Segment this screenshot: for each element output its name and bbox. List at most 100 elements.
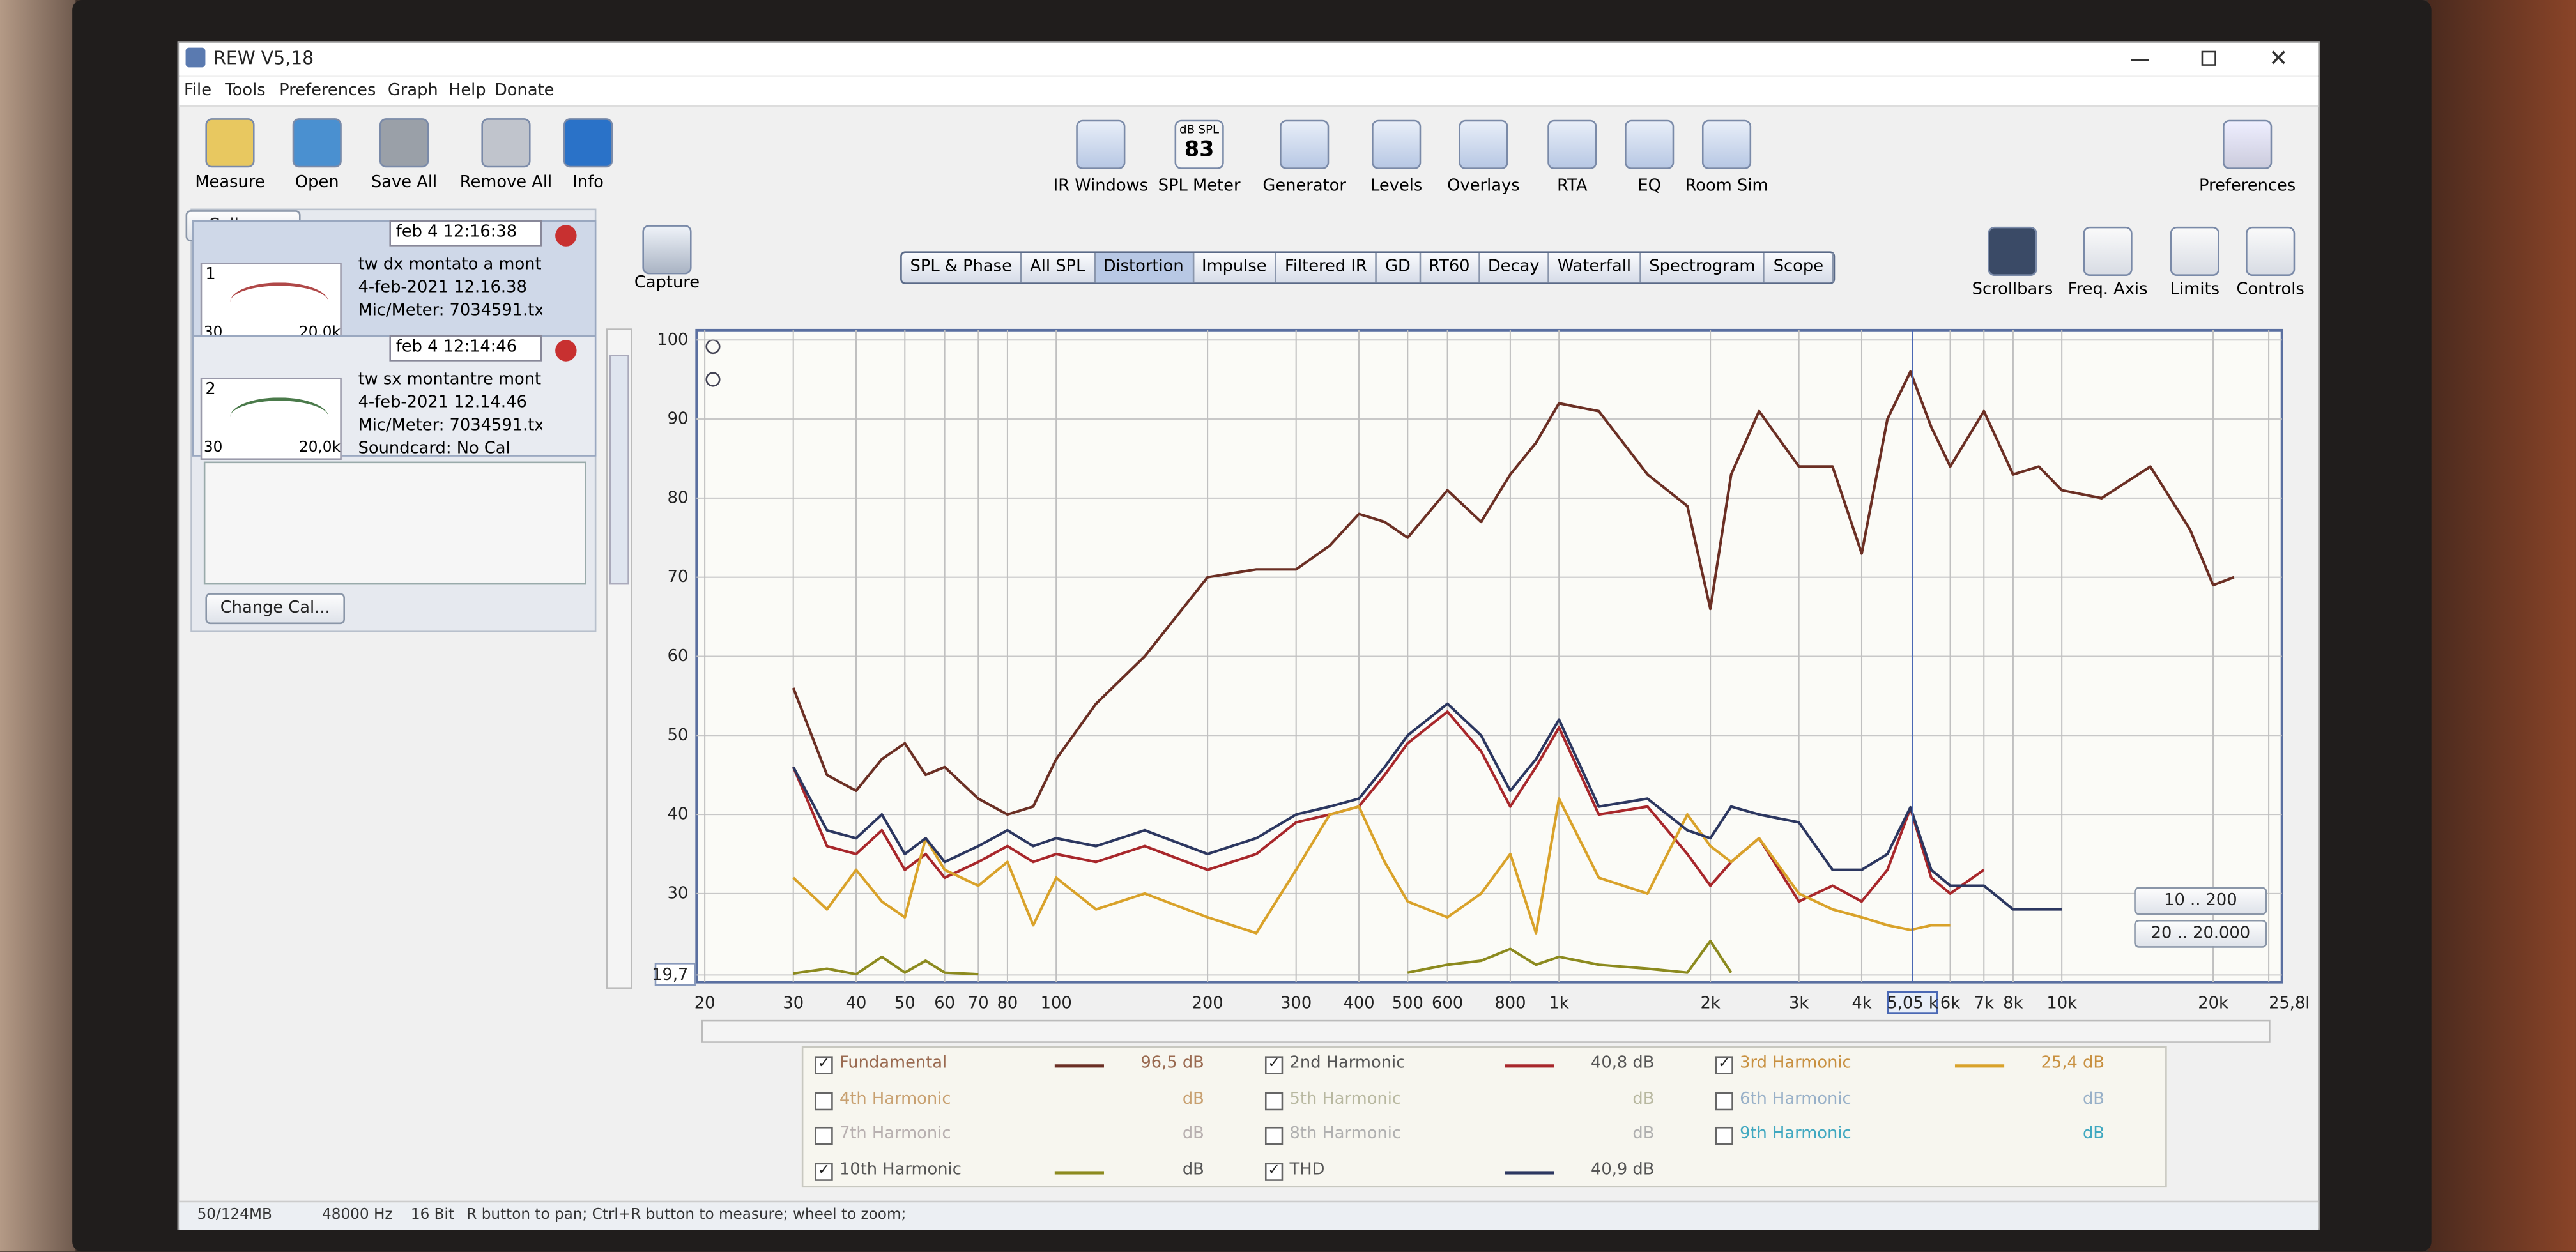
menu-item[interactable]: Tools <box>225 82 266 100</box>
graph-button-icon[interactable] <box>1988 226 2037 276</box>
legend-checkbox[interactable] <box>815 1092 833 1111</box>
legend-label: Fundamental <box>839 1054 947 1073</box>
toolbar-icon[interactable] <box>481 118 531 168</box>
toolbar-label[interactable]: Measure <box>195 174 265 192</box>
graph-button-icon[interactable] <box>2083 226 2133 276</box>
legend-checkbox[interactable] <box>1715 1092 1733 1111</box>
toolbar-label[interactable]: Preferences <box>2199 177 2296 195</box>
tab[interactable]: GD <box>1377 252 1421 283</box>
graph-button-label[interactable]: Controls <box>2236 280 2304 299</box>
menu-item[interactable]: Help <box>448 82 486 100</box>
toolbar-icon[interactable] <box>1547 119 1597 169</box>
x-tick-label: 30 <box>783 994 804 1013</box>
x-tick-label: 7k <box>1974 994 1994 1013</box>
tab[interactable]: Impulse <box>1193 252 1277 283</box>
toolbar-label[interactable]: Remove All <box>459 174 553 192</box>
menu-item[interactable]: Graph <box>387 82 438 100</box>
tab[interactable]: Spectrogram <box>1641 252 1765 283</box>
graph-button-icon[interactable] <box>2246 226 2296 276</box>
menu-item[interactable]: Donate <box>494 82 555 100</box>
cursor-label-box <box>1887 991 1938 1014</box>
toolbar-label[interactable]: Overlays <box>1447 177 1520 195</box>
series-line <box>792 702 2062 911</box>
toolbar-label[interactable]: Info <box>572 174 604 192</box>
toolbar-icon[interactable] <box>563 118 613 168</box>
maximize[interactable] <box>2201 50 2216 66</box>
legend-label: 10th Harmonic <box>839 1161 962 1180</box>
menu-item[interactable]: File <box>183 82 212 100</box>
x-tick-label: 8k <box>2003 994 2023 1013</box>
legend-checkbox[interactable]: ✓ <box>815 1056 833 1074</box>
toolbar-label[interactable]: SPL Meter <box>1158 177 1241 195</box>
toolbar-label[interactable]: Generator <box>1262 177 1346 195</box>
toolbar-icon[interactable] <box>1459 119 1508 169</box>
tab[interactable]: Decay <box>1480 252 1550 283</box>
status-text: 50/124MB <box>197 1207 272 1224</box>
range-button[interactable]: 20 .. 20.000 <box>2134 919 2267 948</box>
toolbar-icon[interactable] <box>1372 119 1422 169</box>
y-tick-label: 40 <box>668 805 689 824</box>
minimize[interactable] <box>2131 59 2149 61</box>
name-field[interactable]: feb 4 12:16:38 <box>389 220 542 247</box>
tab[interactable]: RT60 <box>1420 252 1480 283</box>
legend-checkbox[interactable]: ✓ <box>1264 1056 1284 1074</box>
close[interactable]: ✕ <box>2269 45 2288 73</box>
name-field[interactable]: feb 4 12:14:46 <box>389 335 542 362</box>
toolbar-icon[interactable] <box>1701 119 1752 169</box>
legend-line <box>1054 1064 1104 1068</box>
toolbar-label[interactable]: EQ <box>1637 177 1661 195</box>
measurement-index: 2 <box>205 381 216 399</box>
capture-label[interactable]: Capture <box>634 274 700 293</box>
change-cal-button[interactable]: Change Cal... <box>205 593 345 625</box>
graph-button-label[interactable]: Scrollbars <box>1972 280 2053 299</box>
legend-checkbox[interactable] <box>1264 1126 1284 1145</box>
measurement-text: 4-feb-2021 12.16.38 <box>358 279 527 298</box>
app-icon <box>185 47 206 68</box>
v-scroll-thumb[interactable] <box>609 355 629 585</box>
tab[interactable]: Waterfall <box>1549 252 1641 283</box>
legend-checkbox[interactable] <box>1264 1092 1284 1111</box>
toolbar-label[interactable]: IR Windows <box>1053 177 1149 195</box>
menu-item[interactable]: Preferences <box>279 82 376 100</box>
toolbar-icon[interactable] <box>292 118 342 168</box>
toolbar-label[interactable]: Save All <box>371 174 438 192</box>
menu-bar <box>179 77 2319 107</box>
tab[interactable]: All SPL <box>1022 252 1095 283</box>
tab[interactable]: Scope <box>1765 252 1834 283</box>
preferences-icon[interactable] <box>2223 119 2273 169</box>
tab[interactable]: Distortion <box>1094 252 1194 283</box>
remove-icon[interactable] <box>555 225 577 247</box>
toolbar-label[interactable]: Levels <box>1370 177 1423 195</box>
graph-button-icon[interactable] <box>2170 226 2220 276</box>
tab[interactable]: SPL & Phase <box>902 252 1022 283</box>
legend-checkbox[interactable] <box>815 1126 833 1145</box>
graph-button-label[interactable]: Limits <box>2170 280 2220 299</box>
range-button[interactable]: 10 .. 200 <box>2134 887 2267 915</box>
toolbar-icon[interactable] <box>1076 119 1126 169</box>
graph-button-label[interactable]: Freq. Axis <box>2067 280 2148 299</box>
series-line <box>793 940 1733 976</box>
legend-checkbox[interactable]: ✓ <box>1264 1163 1284 1181</box>
legend-checkbox[interactable]: ✓ <box>815 1163 833 1181</box>
toolbar-icon[interactable] <box>205 118 255 168</box>
thumb-max: 20,0k <box>298 440 341 457</box>
toolbar-icon[interactable] <box>1625 119 1675 169</box>
zoom-out-icon[interactable] <box>705 372 721 387</box>
tab[interactable]: Filtered IR <box>1276 252 1377 283</box>
x-tick-label: 6k <box>1940 994 1960 1013</box>
toolbar-label[interactable]: Open <box>295 174 339 192</box>
h-scrollbar[interactable] <box>701 1019 2271 1043</box>
toolbar-label[interactable]: Room Sim <box>1685 177 1768 195</box>
y-tick-label: 70 <box>668 567 689 586</box>
legend-checkbox[interactable] <box>1715 1126 1733 1145</box>
remove-icon[interactable] <box>555 340 577 362</box>
capture-icon[interactable] <box>642 225 692 275</box>
toolbar-label[interactable]: RTA <box>1557 177 1588 195</box>
toolbar-icon[interactable] <box>379 118 429 168</box>
toolbar-icon[interactable]: dB SPL 83 <box>1174 119 1224 169</box>
x-tick-label: 10k <box>2046 994 2077 1013</box>
window-title: REW V5,18 <box>213 47 314 69</box>
toolbar-icon[interactable] <box>1280 119 1330 169</box>
legend-checkbox[interactable]: ✓ <box>1715 1056 1733 1074</box>
